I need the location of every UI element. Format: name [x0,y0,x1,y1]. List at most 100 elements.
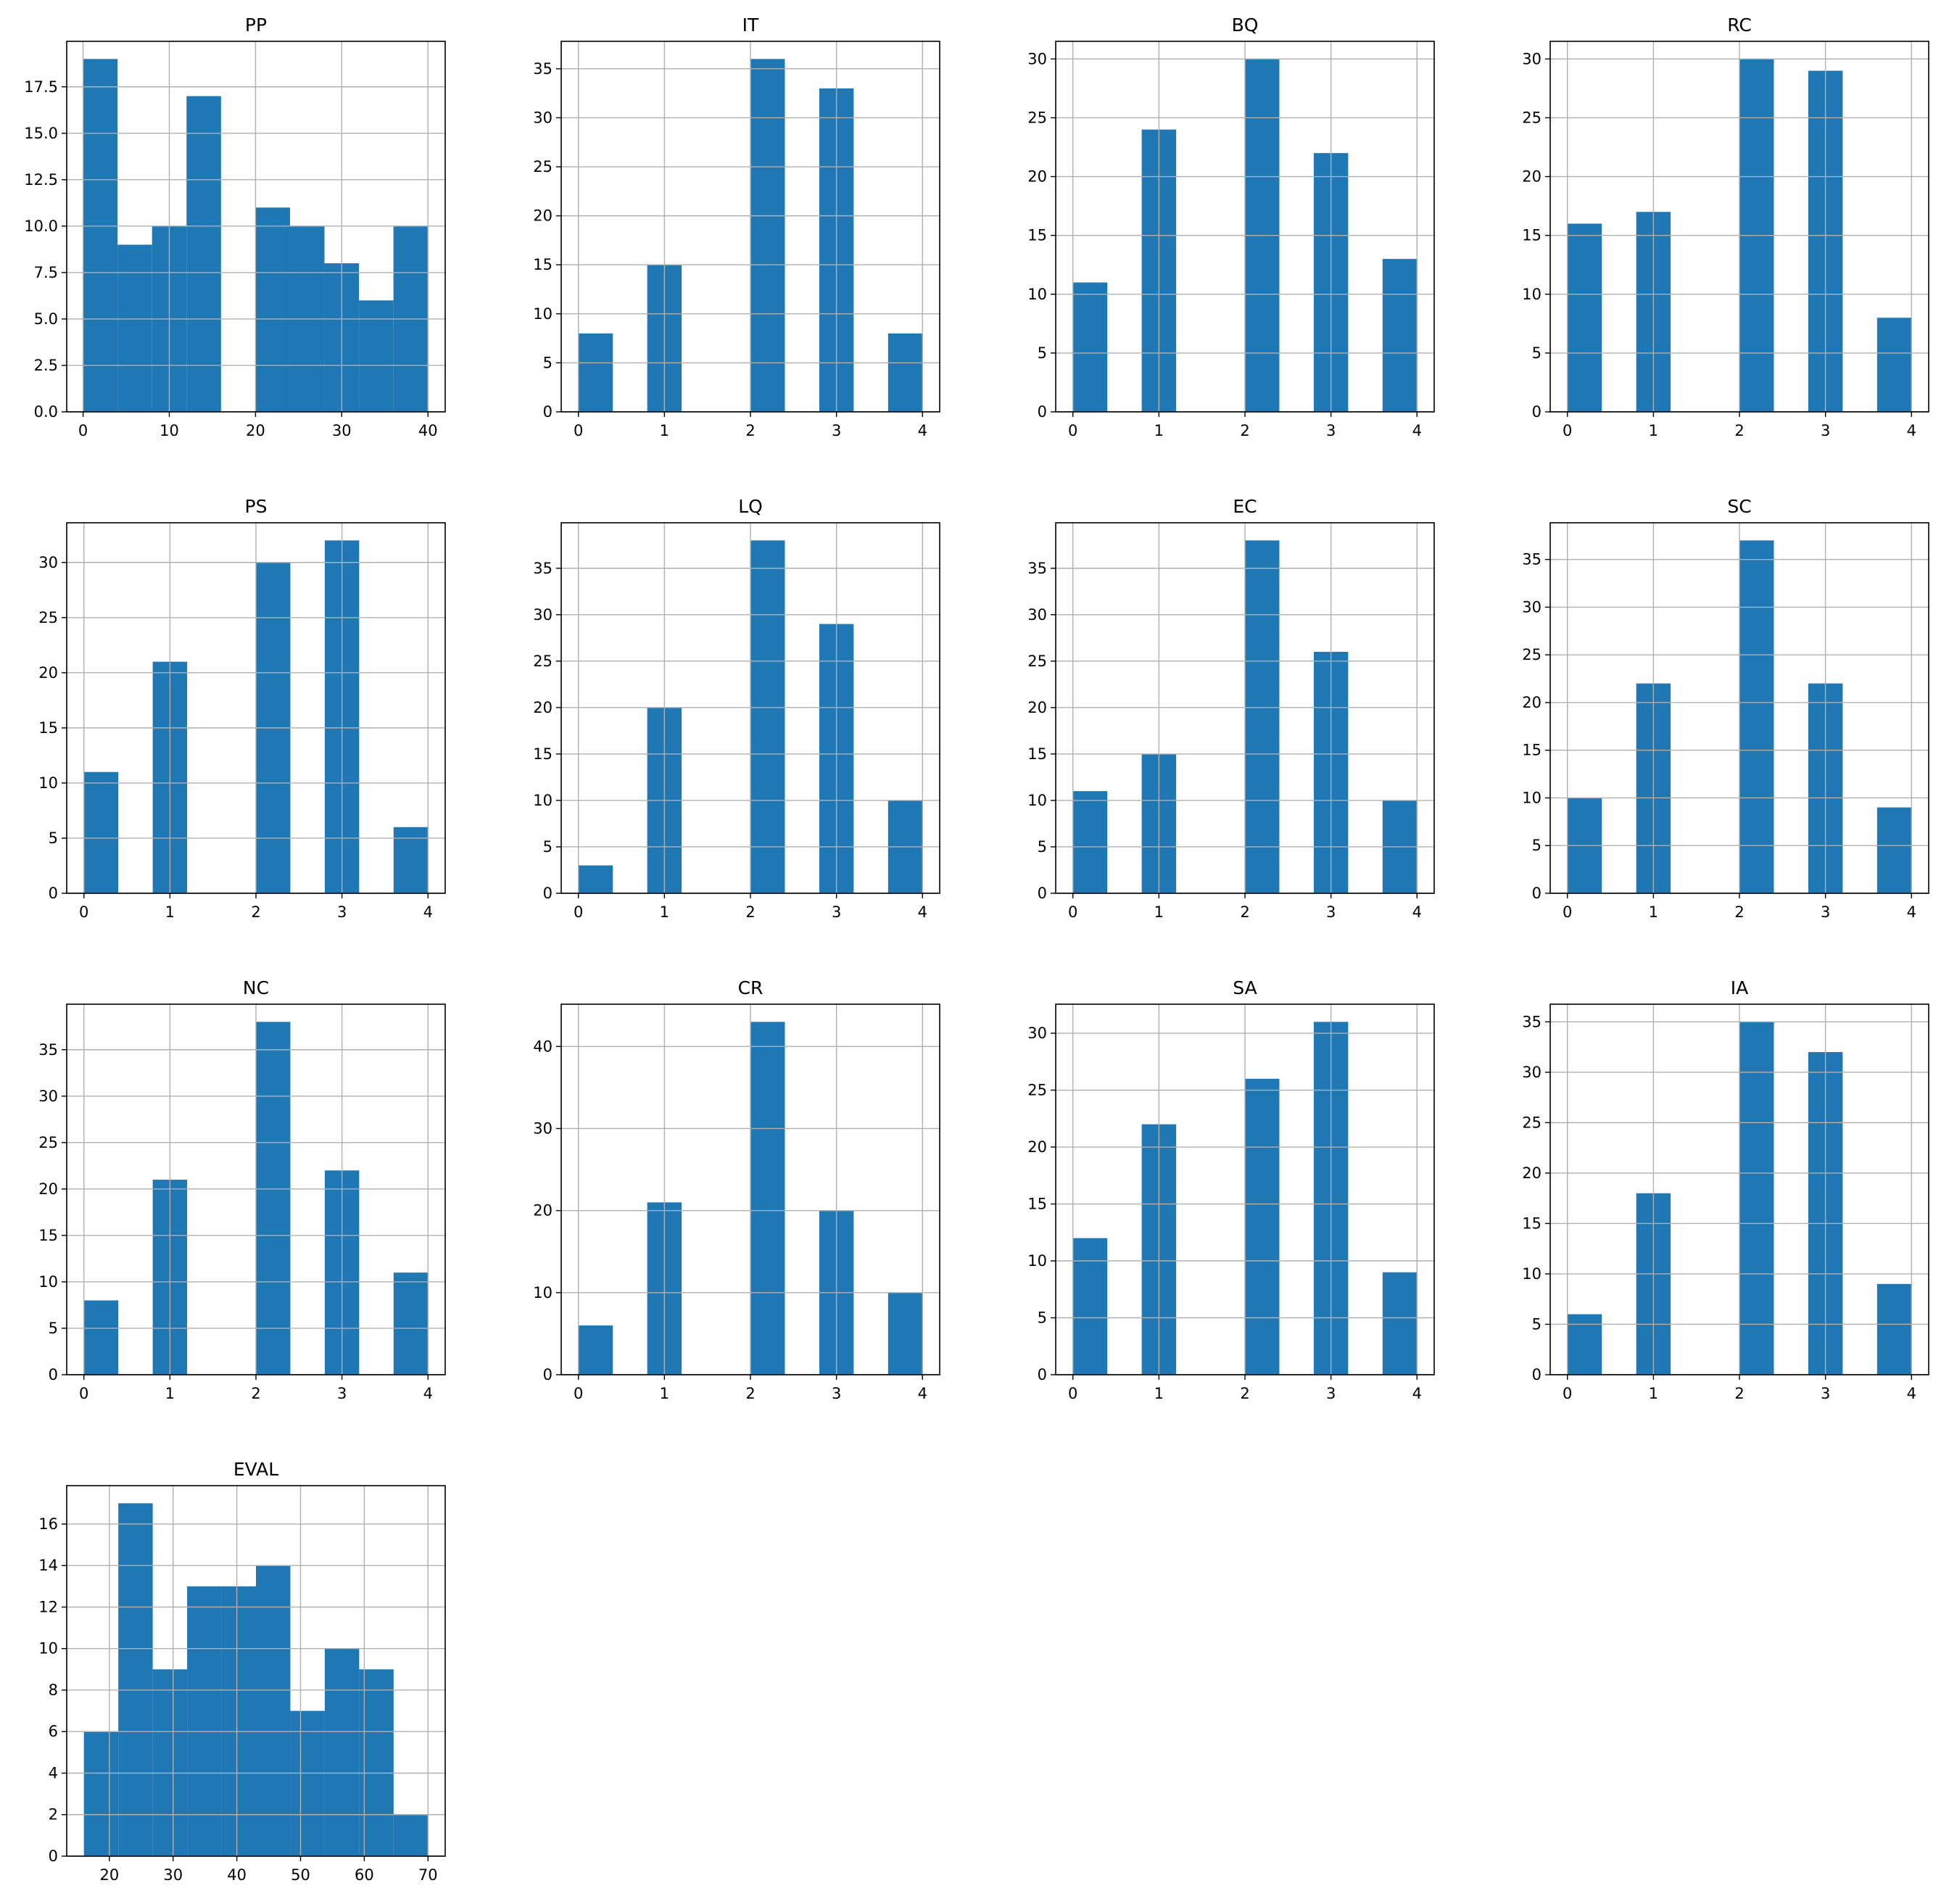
x-tick-label: 0 [574,422,583,439]
bar [256,1565,291,1856]
y-tick-label: 30 [1522,50,1542,67]
y-tick-label: 10 [1522,1265,1542,1283]
y-tick-label: 20 [533,207,553,225]
y-tick-label: 35 [1522,1013,1542,1030]
x-tick-label: 2 [745,903,755,921]
x-tick-label: 1 [1649,903,1658,921]
x-tick-label: 2 [745,1385,755,1402]
x-tick-label: 4 [1907,1385,1916,1402]
x-tick-label: 30 [332,422,352,439]
x-tick-label: 3 [1821,422,1830,439]
x-tick-label: 0 [1563,903,1572,921]
y-tick-label: 25 [1027,653,1047,670]
y-tick-label: 35 [38,1041,58,1059]
bar [393,1272,429,1375]
x-tick-label: 0 [78,422,88,439]
bar [1739,1022,1774,1375]
subplot-title: LQ [738,496,763,517]
bar [1072,282,1108,412]
subplot-title: NC [243,977,269,998]
x-tick-label: 2 [1240,903,1249,921]
x-tick-label: 3 [832,422,841,439]
subplot-it: 0 1 2 3 4 0 5 10 15 20 25 30 35 IT [533,15,940,439]
y-tick-label: 30 [1522,1064,1542,1081]
subplot-title: RC [1727,15,1752,36]
bar [118,1503,153,1856]
x-tick-label: 3 [832,1385,841,1402]
x-tick-label: 1 [165,1385,175,1402]
y-tick-label: 5 [1038,344,1047,362]
subplot-sc: 0 1 2 3 4 0 5 10 15 20 25 30 35 SC [1522,496,1929,921]
subplot-title: SA [1233,977,1257,998]
y-tick-label: 15.0 [24,125,58,142]
y-tick-label: 7.5 [34,264,58,281]
bar [256,1022,291,1375]
y-tick-label: 0 [1532,885,1542,902]
x-tick-label: 0 [1563,1385,1572,1402]
y-tick-label: 5.0 [34,310,58,328]
y-tick-label: 35 [1522,551,1542,568]
bar [750,1022,785,1375]
bar [255,207,290,412]
y-tick-label: 25 [1027,109,1047,126]
y-tick-label: 0 [543,403,553,421]
y-tick-label: 4 [49,1764,58,1781]
y-tick-label: 6 [49,1723,58,1740]
y-tick-label: 5 [49,1320,58,1337]
y-tick-label: 25 [1522,109,1542,126]
x-tick-label: 2 [251,903,260,921]
y-tick-label: 15 [1027,227,1047,244]
y-tick-label: 0.0 [34,403,58,421]
y-tick-label: 25 [38,1134,58,1151]
x-tick-label: 4 [1907,903,1916,921]
x-tick-label: 4 [918,422,927,439]
x-tick-label: 4 [423,903,433,921]
subplot-nc: 0 1 2 3 4 0 5 10 15 20 25 30 35 NC [38,977,446,1402]
subplot-rc: 0 1 2 3 4 0 5 10 15 20 25 30 RC [1522,15,1929,439]
x-tick-label: 0 [1563,422,1572,439]
y-tick-label: 35 [533,60,553,78]
bar [578,1325,613,1375]
bar [1382,1272,1418,1375]
bar [359,300,394,412]
subplot-lq: 0 1 2 3 4 0 5 10 15 20 25 30 35 LQ [533,496,940,921]
subplot-title: CR [738,977,764,998]
subplot-title: PS [245,496,268,517]
bar [187,1586,222,1856]
y-tick-label: 10 [1027,286,1047,303]
x-tick-label: 50 [291,1866,310,1884]
y-tick-label: 0 [1038,1366,1047,1383]
y-tick-label: 15 [38,719,58,737]
x-tick-label: 40 [227,1866,247,1884]
y-tick-label: 25 [533,653,553,670]
y-tick-label: 10 [38,774,58,792]
bar [750,59,785,412]
y-tick-label: 5 [1532,344,1542,362]
bar [1567,223,1602,412]
y-tick-label: 40 [533,1038,553,1055]
y-tick-label: 20 [1027,699,1047,716]
x-tick-label: 2 [1240,1385,1249,1402]
y-tick-label: 20 [1522,168,1542,186]
bar [578,333,613,412]
x-tick-label: 20 [100,1866,120,1884]
x-tick-label: 30 [163,1866,183,1884]
x-tick-label: 0 [1068,422,1077,439]
y-tick-label: 20 [38,664,58,682]
x-tick-label: 3 [337,1385,347,1402]
bar [290,1710,325,1856]
subplot-sa: 0 1 2 3 4 0 5 10 15 20 25 30 SA [1027,977,1435,1402]
y-tick-label: 30 [533,1119,553,1137]
y-tick-label: 35 [533,560,553,577]
y-tick-label: 30 [38,554,58,571]
bar [186,96,221,412]
x-tick-label: 4 [1412,422,1422,439]
y-tick-label: 20 [1522,1164,1542,1182]
y-tick-label: 15 [1522,1214,1542,1232]
x-tick-label: 3 [1821,903,1830,921]
bar [1876,1283,1912,1375]
y-tick-label: 25 [1027,1082,1047,1099]
y-tick-label: 25 [1522,1114,1542,1131]
y-tick-label: 15 [1027,745,1047,763]
bar [83,59,118,412]
